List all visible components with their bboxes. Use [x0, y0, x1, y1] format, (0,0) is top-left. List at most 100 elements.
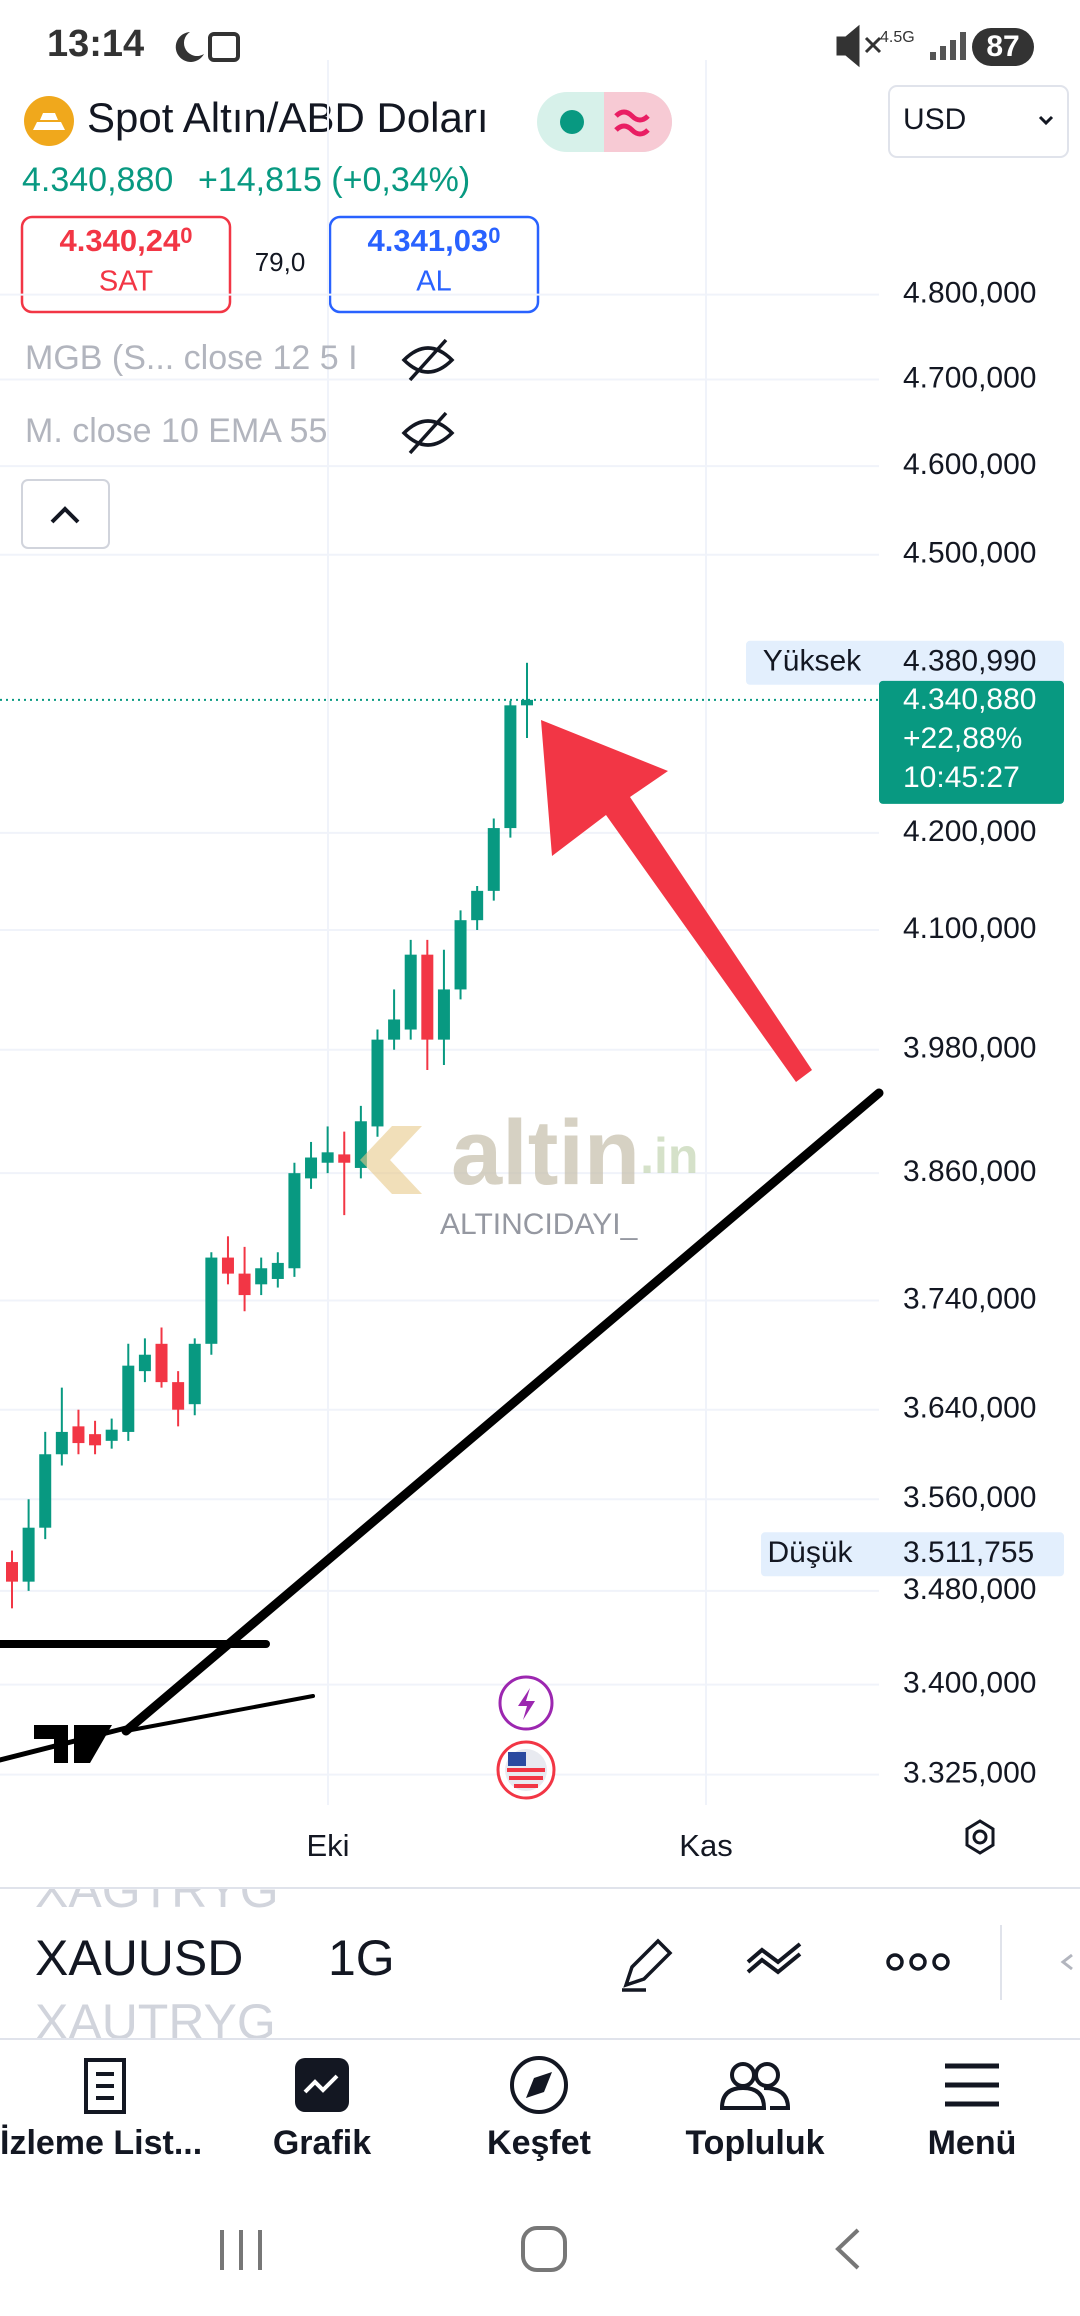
candle-body [321, 1152, 334, 1163]
logo-bars [33, 113, 65, 130]
next-symbol: XAUTRYG [35, 1994, 276, 2050]
candle-body [205, 1257, 218, 1344]
candle-body [271, 1262, 284, 1279]
symbol-name[interactable]: Spot Altın/ABD Doları [87, 94, 489, 141]
flag-canton [508, 1752, 526, 1766]
low-label-bg [761, 1532, 1064, 1577]
candle-body [338, 1154, 351, 1163]
sell-price-main: 4.340,24 [60, 223, 181, 258]
watchlist-icon[interactable] [84, 2058, 126, 2114]
chart: 4.800,000 4.700,000 4.600,000 4.500,000 4.20… [0, 60, 1064, 1863]
candle-body [388, 1019, 401, 1040]
candle-body [437, 989, 450, 1040]
candle-body [172, 1382, 185, 1410]
candle-body [404, 954, 417, 1030]
compare-icon[interactable] [746, 1942, 802, 1975]
buy-label: AL [416, 266, 451, 298]
hide-icons [401, 338, 455, 455]
brand-suffix: .in [640, 1128, 698, 1184]
community-icon[interactable] [719, 2062, 791, 2110]
high-label-bg [746, 640, 1064, 685]
chart-icon-line [303, 2074, 339, 2094]
currency: USD [903, 103, 966, 136]
candle-body [504, 705, 517, 829]
home[interactable] [521, 2226, 567, 2272]
candle-body [487, 828, 500, 891]
nav-label[interactable]: Keşfet [487, 2124, 591, 2162]
eye-off[interactable] [401, 411, 455, 455]
red-arrow [541, 720, 812, 1082]
y-tick-label: 3.740,000 [903, 1282, 1036, 1315]
buy-price-small: 0 [488, 223, 500, 248]
nav-label[interactable]: Grafik [273, 2124, 371, 2162]
y-tick-label: 3.980,000 [903, 1032, 1036, 1065]
last-price-tag [879, 680, 1064, 804]
candle-body [221, 1257, 234, 1274]
buy-button[interactable] [328, 215, 540, 314]
candle-body [255, 1268, 268, 1285]
eye-off[interactable] [401, 338, 455, 382]
high-label: Yüksek [763, 645, 862, 678]
last-price: 4.340,880 [903, 683, 1036, 716]
more-icon[interactable] [886, 1953, 950, 1971]
y-tick-label: 4.200,000 [903, 815, 1036, 848]
toolbar-symbol[interactable]: XAUUSD [35, 1930, 243, 1986]
candle-body [6, 1562, 18, 1582]
candle-body [105, 1429, 118, 1441]
trend-line [121, 1088, 884, 1736]
last-time: 10:45:27 [903, 761, 1020, 794]
recent-apps[interactable] [220, 2230, 262, 2270]
watermark-author: ALTINCIDAYI_ [440, 1208, 639, 1241]
settings-dot [972, 1829, 988, 1845]
chart-icon[interactable] [295, 2058, 349, 2112]
plot [0, 60, 879, 1805]
sell-price: 4.340,240 [60, 223, 193, 258]
toolbar-interval[interactable]: 1G [328, 1930, 395, 1986]
collapse-button[interactable] [21, 479, 110, 549]
symbol-picker[interactable]: XAGTRYG XAUTRYG [35, 1862, 279, 2050]
sell-price-small: 0 [180, 223, 192, 248]
signal-icon [930, 32, 966, 60]
prev-symbol: XAGTRYG [35, 1862, 279, 1918]
candle-body [22, 1527, 35, 1582]
symbol-logo [24, 96, 74, 146]
candle-body [288, 1173, 301, 1269]
high-value: 4.380,990 [903, 645, 1036, 678]
back[interactable] [835, 2228, 860, 2270]
last-change: +22,88% [903, 722, 1022, 755]
candle-body [305, 1157, 318, 1179]
indicator[interactable]: M. close 10 EMA 55 [25, 412, 327, 450]
nav-label[interactable]: Topluluk [685, 2124, 824, 2162]
delayed-icon [614, 109, 650, 137]
y-tick-label: 4.100,000 [903, 912, 1036, 945]
sell-button[interactable] [20, 215, 232, 314]
currency-select[interactable] [888, 85, 1069, 158]
low-value: 3.511,755 [903, 1536, 1034, 1569]
x-tick-label: Eki [306, 1828, 349, 1863]
explore-icon[interactable] [510, 2056, 568, 2114]
indicator[interactable]: MGB (S... close 12 5 I [25, 339, 358, 377]
spread: 79,0 [255, 247, 306, 277]
candle-body [521, 699, 533, 706]
menu-icon[interactable] [945, 2063, 999, 2107]
y-tick-label: 3.400,000 [903, 1667, 1036, 1700]
candle-body [421, 954, 434, 1040]
draw-icon[interactable] [622, 1938, 673, 1992]
buy-price-main: 4.341,03 [368, 223, 489, 258]
flag-stripes [507, 1768, 545, 1788]
nav-label[interactable]: Menü [928, 2124, 1017, 2162]
candle-body [138, 1354, 151, 1372]
low-label: Düşük [767, 1536, 853, 1569]
settings-icon[interactable] [965, 1819, 995, 1855]
buy-price: 4.341,030 [368, 223, 501, 258]
nav-label[interactable]: İzleme List... [0, 2124, 202, 2162]
clock: 13:14 [47, 23, 144, 65]
y-tick-label: 3.860,000 [903, 1155, 1036, 1188]
y-tick-label: 4.500,000 [903, 537, 1036, 570]
network-type: 4.5G [880, 29, 915, 46]
sell-label: SAT [99, 266, 154, 298]
candle-body [188, 1343, 201, 1405]
candle-body [89, 1434, 102, 1446]
